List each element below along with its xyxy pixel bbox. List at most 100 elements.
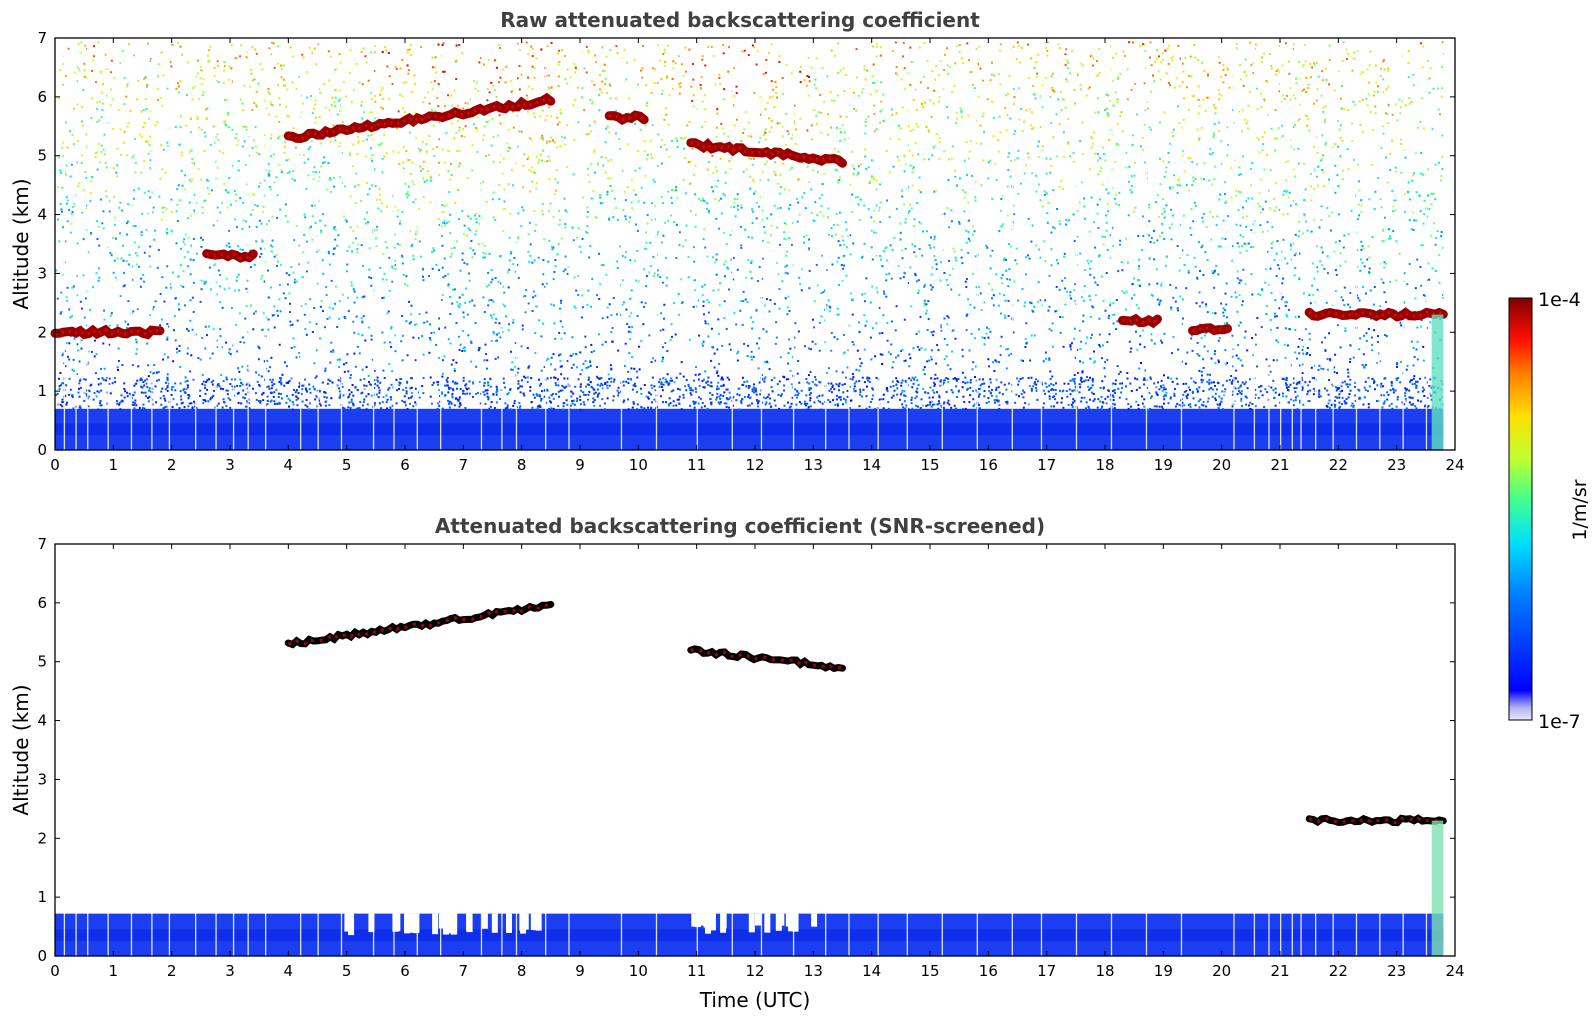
top-noise-speck [84,44,87,47]
top-noise-speck [280,76,283,79]
top-noise-speck [174,126,177,128]
top-noise-speck [1169,283,1172,286]
top-noise-speck [116,175,118,178]
top-noise-speck [1217,359,1220,362]
top-noise-speck [418,313,421,315]
top-noise-speck [1360,248,1363,251]
top-noise-speck [778,61,781,63]
top-noise-speck [724,171,727,174]
top-noise-speck [526,376,529,379]
top-noise-speck [606,190,609,193]
top-noise-speck [437,402,439,405]
top-noise-speck [186,328,188,330]
top-noise-speck [864,124,867,127]
top-noise-speck [409,131,412,134]
top-noise-speck [1003,314,1006,317]
top-noise-speck [930,355,933,358]
top-noise-speck [1362,247,1365,250]
top-noise-speck [1307,118,1310,121]
top-noise-speck [360,244,363,247]
top-noise-speck [76,242,79,245]
top-noise-speck [1192,176,1195,179]
top-noise-speck [494,321,497,324]
top-noise-speck [1178,184,1181,187]
top-noise-speck [329,55,332,58]
top-noise-speck [1269,370,1272,373]
top-noise-speck [1051,345,1054,348]
top-noise-speck [697,373,700,376]
top-noise-speck [645,241,648,244]
top-noise-speck [762,328,765,331]
top-noise-speck [172,398,175,401]
top-noise-speck [400,377,403,380]
top-noise-speck [1051,87,1054,90]
top-noise-speck [491,117,494,120]
top-noise-speck [70,222,73,225]
top-noise-speck [1150,90,1152,93]
top-noise-speck [434,110,437,113]
top-noise-speck [1027,377,1030,379]
top-noise-speck [133,241,136,244]
top-noise-speck [761,208,764,211]
top-noise-speck [1065,48,1068,51]
top-noise-speck [918,248,921,250]
top-noise-speck [813,83,816,86]
top-noise-speck [1371,163,1374,166]
top-noise-speck [447,150,450,152]
top-noise-speck [901,195,904,198]
top-noise-speck [908,365,911,368]
top-noise-speck [923,42,926,44]
top-noise-speck [404,283,407,286]
top-noise-speck [1305,353,1308,355]
top-noise-speck [147,152,150,155]
top-noise-speck [852,172,855,175]
top-noise-speck [248,154,251,157]
top-noise-speck [628,326,631,329]
top-noise-speck [1061,316,1064,319]
top-noise-speck [178,308,181,311]
top-noise-speck [967,219,970,222]
top-noise-speck [693,289,696,292]
top-noise-speck [1062,98,1065,101]
top-noise-speck [535,155,538,158]
top-noise-speck [1093,350,1095,353]
top-noise-speck [90,117,93,120]
top-noise-speck [564,55,566,57]
top-noise-speck [971,233,974,236]
top-noise-speck [1308,294,1311,296]
top-noise-speck [663,303,666,306]
top-noise-speck [948,66,951,69]
top-noise-speck [822,215,825,217]
top-noise-speck [266,403,269,405]
top-noise-speck [1250,273,1253,276]
top-noise-speck [350,281,353,284]
top-noise-speck [842,255,845,258]
top-noise-speck [791,386,794,389]
top-noise-speck [143,280,146,283]
top-noise-speck [682,245,685,248]
top-noise-speck [492,313,495,316]
top-noise-speck [1073,389,1076,392]
top-noise-speck [876,204,878,207]
top-noise-speck [1216,215,1219,218]
top-noise-speck [548,178,551,181]
top-noise-speck [1257,202,1259,205]
top-noise-speck [267,296,270,299]
top-noise-speck [116,164,119,167]
top-noise-speck [1398,252,1401,255]
top-noise-speck [943,358,946,361]
top-noise-speck [1419,266,1422,268]
top-noise-speck [354,202,357,205]
top-noise-speck [992,135,995,138]
top-noise-speck [62,273,65,276]
top-noise-speck [1048,274,1051,277]
top-noise-speck [407,72,410,75]
top-noise-speck [83,391,86,394]
top-noise-speck [1403,301,1406,304]
top-noise-speck [1428,278,1431,281]
top-noise-speck [782,92,784,95]
top-noise-speck [1086,336,1089,339]
top-noise-speck [1392,205,1395,208]
top-noise-speck [417,337,420,340]
top-noise-speck [572,239,575,242]
